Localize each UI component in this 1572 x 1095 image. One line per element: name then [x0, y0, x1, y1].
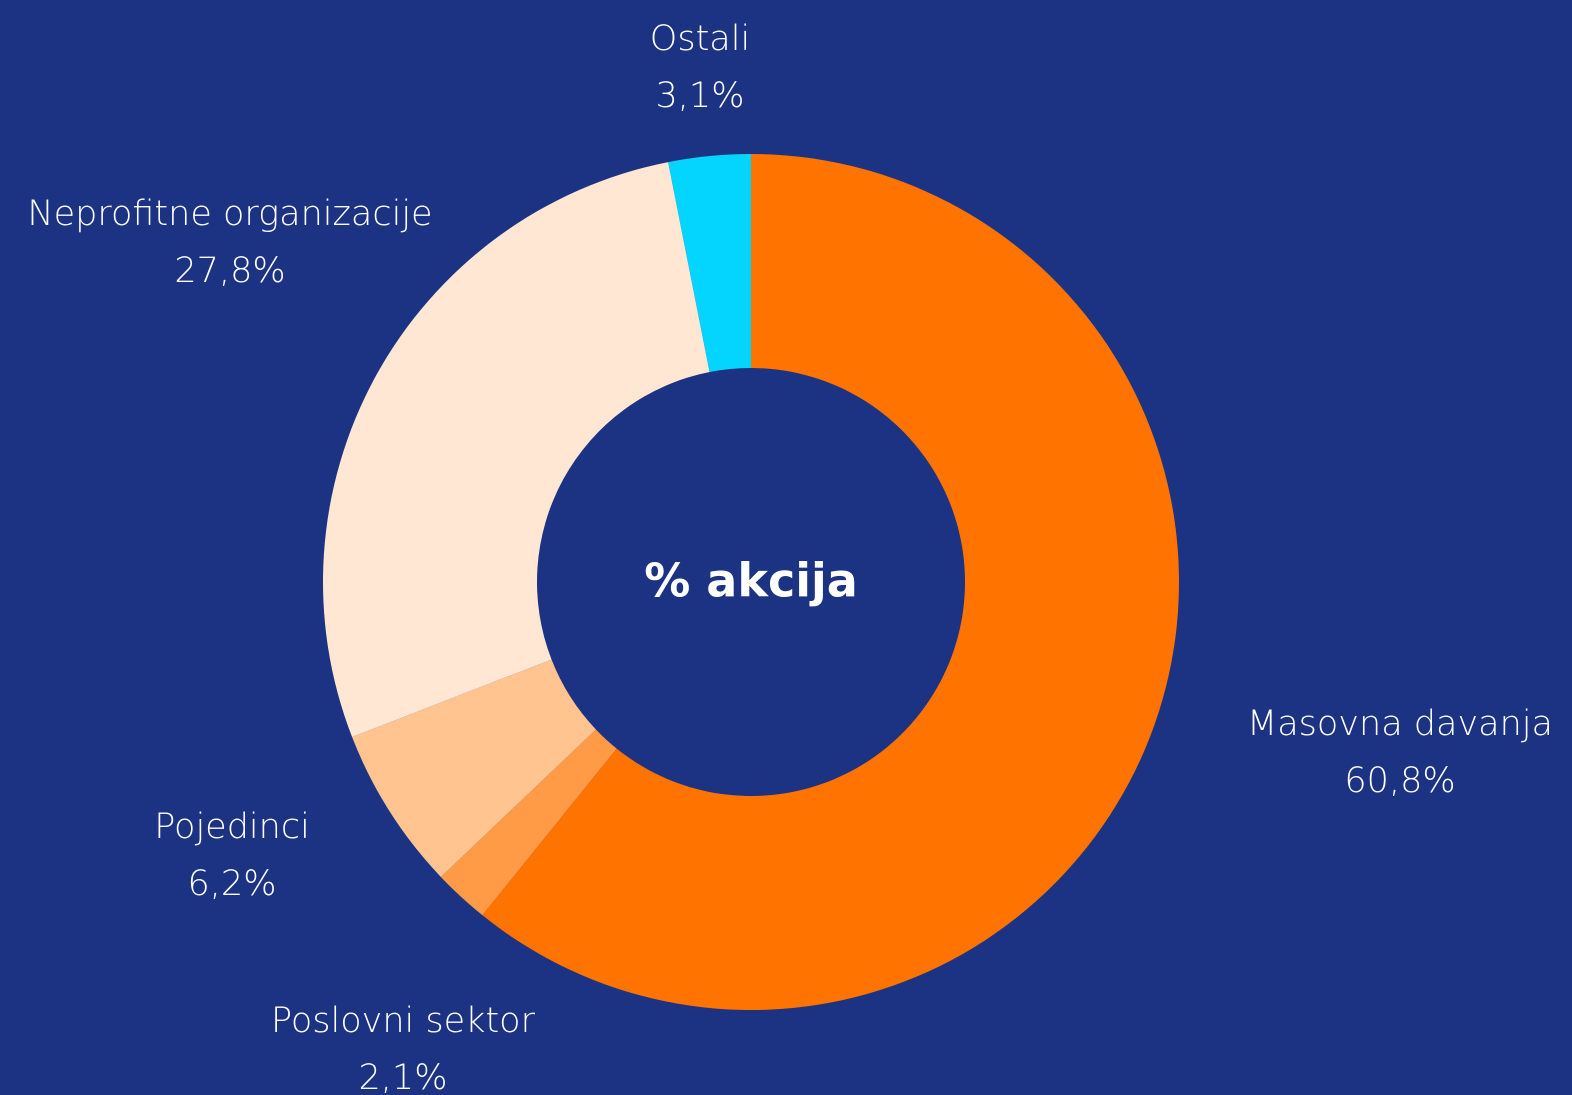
slice-name: Neprofitne organizacije [27, 194, 432, 234]
slice-value-label: 27,8% [174, 251, 285, 291]
center-label: % akcija [644, 554, 858, 608]
donut-slice [323, 162, 710, 738]
donut-slice [482, 154, 1179, 1010]
slice-name: Ostali [650, 19, 750, 59]
slice-name: Pojedinci [154, 807, 310, 847]
slice-name: Masovna davanja [1247, 704, 1553, 744]
slice-value-label: 3,1% [656, 76, 745, 116]
slice-name: Poslovni sektor [271, 1001, 536, 1041]
slice-value-label: 6,2% [188, 864, 277, 904]
slice-value-label: 2,1% [359, 1058, 448, 1095]
donut-slice [440, 729, 617, 916]
donut-slice [668, 154, 751, 373]
donut-slice [352, 659, 596, 877]
slice-value-label: 60,8% [1344, 761, 1455, 801]
